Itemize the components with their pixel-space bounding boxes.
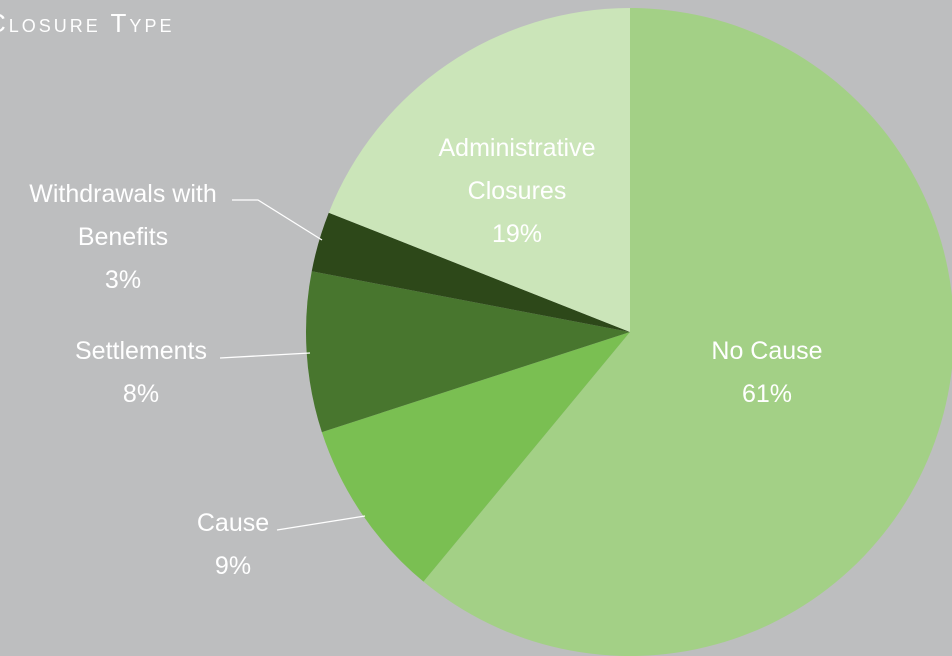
slice-value-label-no-cause: 61% xyxy=(742,380,792,408)
slice-name-label-administrative-closures: Closures xyxy=(468,177,567,205)
slice-name-label-withdrawals-with-benefits: Benefits xyxy=(78,223,168,251)
slice-name-label-no-cause: No Cause xyxy=(711,337,822,365)
chart-title-text: Closure Type xyxy=(0,8,175,38)
slice-name-label-settlements: Settlements xyxy=(75,337,207,365)
pie-slice-no-cause xyxy=(423,8,952,656)
slice-value-label-cause: 9% xyxy=(215,552,251,580)
chart-title: Closure Type xyxy=(0,8,260,39)
pie-slice-withdrawals-with-benefits xyxy=(311,212,630,332)
leader-line-cause xyxy=(276,515,366,531)
slice-value-label-administrative-closures: 19% xyxy=(492,220,542,248)
leader-line-settlements xyxy=(219,352,311,359)
pie-slice-settlements xyxy=(306,271,630,433)
leader-lines xyxy=(219,199,366,531)
slice-name-label-administrative-closures: Administrative xyxy=(439,134,596,162)
slice-name-label-cause: Cause xyxy=(197,509,269,537)
pie-slice-cause xyxy=(321,332,630,582)
slice-value-label-settlements: 8% xyxy=(123,380,159,408)
pie-slice-administrative-closures xyxy=(328,8,630,332)
slice-name-label-withdrawals-with-benefits: Withdrawals with xyxy=(29,180,217,208)
leader-line-withdrawals-with-benefits xyxy=(232,199,323,241)
slice-value-label-withdrawals-with-benefits: 3% xyxy=(105,266,141,294)
pie-slices xyxy=(306,8,952,656)
slice-labels: No Cause 61% Cause 9% Settlements 8% Withdrawa… xyxy=(29,134,822,580)
